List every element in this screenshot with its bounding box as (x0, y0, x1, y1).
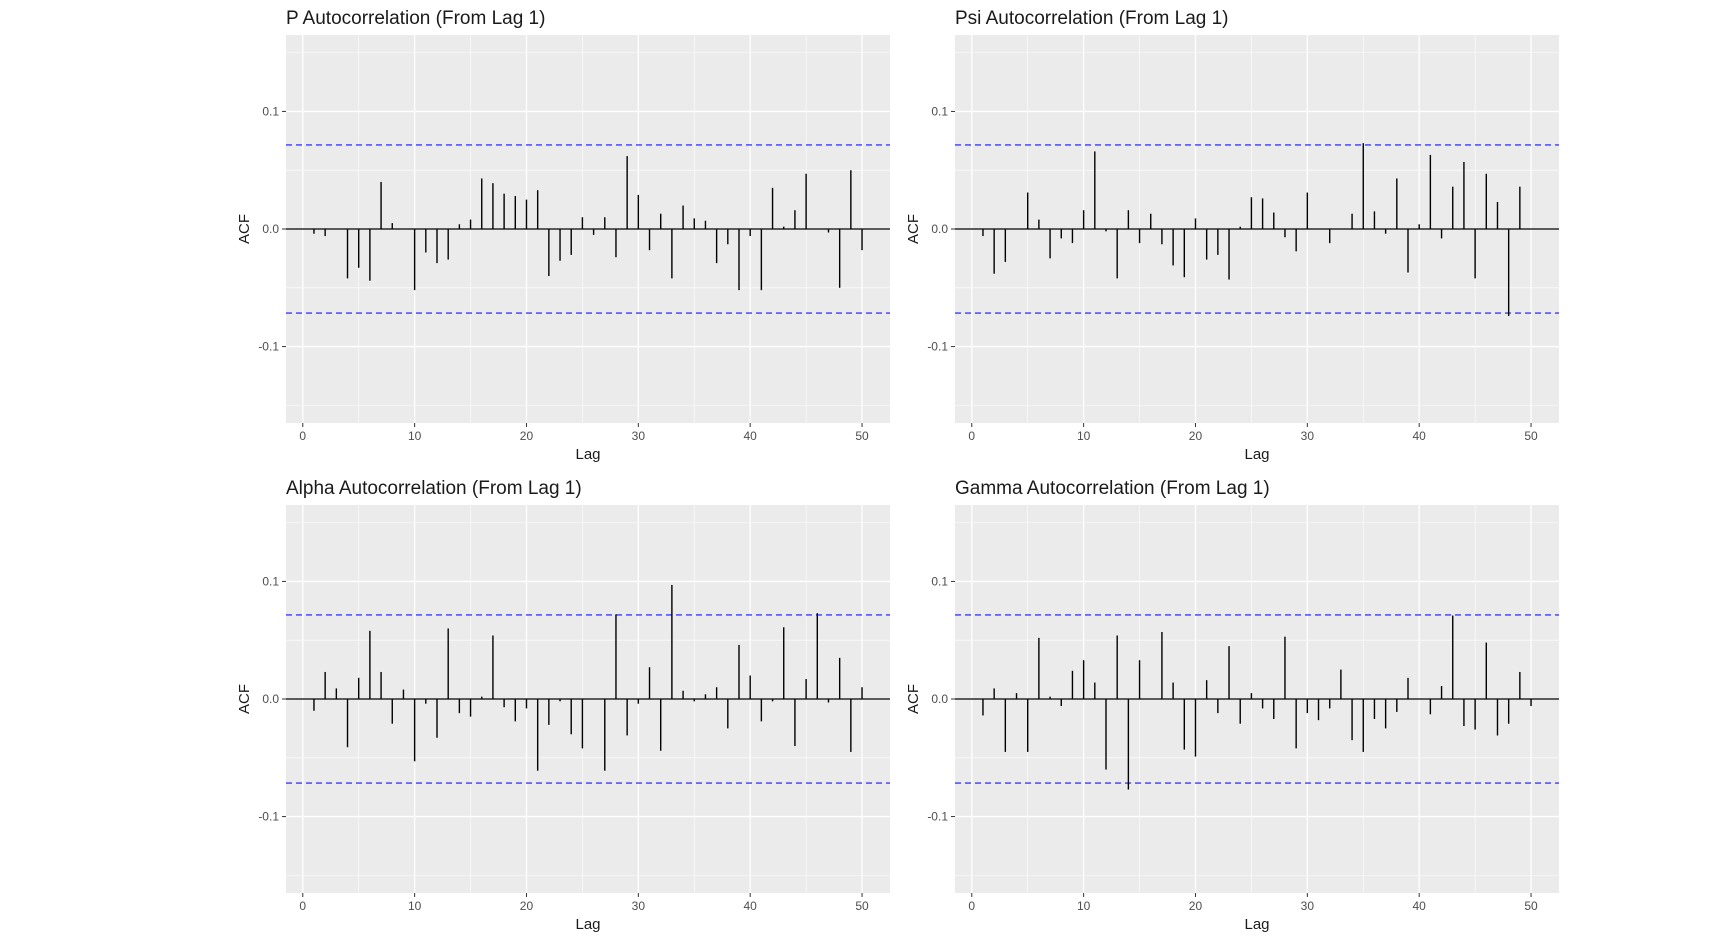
x-tick-label: 10 (408, 899, 422, 913)
y-tick-label: -0.1 (258, 810, 279, 824)
x-tick-label: 20 (1189, 899, 1203, 913)
x-tick-label: 10 (408, 429, 422, 443)
x-tick-label: 40 (744, 899, 758, 913)
x-tick-label: 20 (520, 429, 534, 443)
x-tick-label: 40 (1413, 899, 1427, 913)
y-tick-label: 0.0 (262, 222, 279, 236)
chart-title: P Autocorrelation (From Lag 1) (286, 8, 545, 29)
x-tick-label: 50 (855, 429, 869, 443)
y-axis-title: ACF (905, 214, 922, 244)
acf-panel-3: 0 10 20 30 40 50 -0.1 0.0 0.1 Alpha Autocorrelati… (236, 478, 890, 933)
x-tick-label: 0 (968, 429, 975, 443)
chart-title: Gamma Autocorrelation (From Lag 1) (955, 478, 1270, 499)
y-tick-label: -0.1 (927, 810, 948, 824)
x-tick-label: 10 (1077, 899, 1091, 913)
x-tick-label: 10 (1077, 429, 1091, 443)
x-axis-title: Lag (1244, 446, 1269, 463)
acf-panel-4: 0 10 20 30 40 50 -0.1 0.0 0.1 Gamma Autocorrelati… (905, 478, 1559, 933)
y-axis-title: ACF (236, 214, 253, 244)
y-tick-label: 0.0 (931, 222, 948, 236)
x-tick-label: 30 (1301, 429, 1315, 443)
x-tick-label: 30 (632, 429, 646, 443)
y-tick-label: 0.1 (262, 574, 279, 588)
acf-panel-2: 0 10 20 30 40 50 -0.1 0.0 0.1 Psi Autocorrelation… (905, 8, 1559, 463)
y-tick-label: 0.1 (262, 104, 279, 118)
y-tick-label: 0.1 (931, 104, 948, 118)
x-tick-label: 50 (1524, 429, 1538, 443)
x-tick-label: 40 (1413, 429, 1427, 443)
y-tick-label: -0.1 (258, 340, 279, 354)
x-tick-label: 50 (1524, 899, 1538, 913)
y-axis-title: ACF (905, 684, 922, 714)
x-axis-title: Lag (575, 446, 600, 463)
x-axis-title: Lag (1244, 916, 1269, 933)
y-axis-title: ACF (236, 684, 253, 714)
x-tick-label: 50 (855, 899, 869, 913)
x-tick-label: 30 (632, 899, 646, 913)
y-tick-label: 0.0 (262, 692, 279, 706)
x-tick-label: 0 (299, 899, 306, 913)
x-tick-label: 20 (520, 899, 534, 913)
y-tick-label: 0.1 (931, 574, 948, 588)
y-tick-label: 0.0 (931, 692, 948, 706)
chart-title: Psi Autocorrelation (From Lag 1) (955, 8, 1229, 29)
x-axis-title: Lag (575, 916, 600, 933)
x-tick-label: 40 (744, 429, 758, 443)
y-tick-label: -0.1 (927, 340, 948, 354)
x-tick-label: 0 (299, 429, 306, 443)
x-tick-label: 30 (1301, 899, 1315, 913)
chart-title: Alpha Autocorrelation (From Lag 1) (286, 478, 582, 499)
x-tick-label: 20 (1189, 429, 1203, 443)
x-tick-label: 0 (968, 899, 975, 913)
acf-panel-1: 0 10 20 30 40 50 -0.1 0.0 0.1 P Autocorrelation (… (236, 8, 890, 463)
